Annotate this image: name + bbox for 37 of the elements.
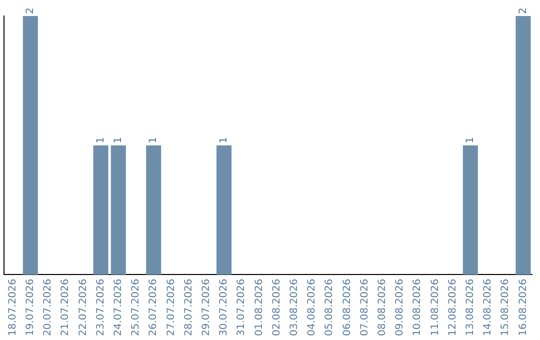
data-label: 1 [95,136,106,144]
x-tick-label: 14.08.2026 [482,278,494,336]
data-label: 1 [112,136,124,144]
data-label: 1 [218,136,230,144]
x-tick-label: 13.08.2026 [464,278,476,336]
x-tick-label: 26.07.2026 [148,278,160,336]
data-label: 2 [24,8,36,14]
x-tick-label: 06.08.2026 [342,278,353,336]
x-tick-label: 11.08.2026 [430,278,441,336]
x-tick-label: 02.08.2026 [271,278,282,336]
x-tick-label: 03.08.2026 [288,278,300,336]
data-label: 1 [148,136,160,144]
x-tick-label: 29.07.2026 [200,278,212,336]
x-tick-label: 10.08.2026 [412,278,424,336]
x-tick-label: 09.08.2026 [394,278,406,336]
x-tick-label: 27.07.2026 [166,278,177,336]
x-tick-label: 28.07.2026 [183,278,194,336]
x-tick-label: 07.08.2026 [359,278,370,336]
x-tick-label: 30.07.2026 [218,278,230,336]
x-tick-label: 15.08.2026 [500,278,512,336]
x-tick-label: 20.07.2026 [42,278,54,336]
data-label: 1 [464,136,476,144]
x-tick-label: 21.07.2026 [60,278,72,336]
x-tick-label: 05.08.2026 [324,278,336,336]
x-tick-label: 19.07.2026 [24,278,36,336]
x-tick-label: 23.07.2026 [95,278,106,336]
x-tick-label: 12.08.2026 [447,278,458,336]
x-tick-label: 04.08.2026 [306,278,318,336]
x-tick-label: 01.08.2026 [254,278,265,336]
x-tick-label: 16.08.2026 [518,278,529,336]
x-tick-label: 18.07.2026 [7,278,18,336]
x-tick-label: 25.07.2026 [130,278,142,336]
data-label: 2 [518,8,529,14]
x-tick-label: 22.07.2026 [78,278,89,336]
x-tick-label: 31.07.2026 [236,278,248,336]
x-tick-label: 24.07.2026 [112,278,124,336]
x-tick-label: 08.08.2026 [376,278,388,336]
